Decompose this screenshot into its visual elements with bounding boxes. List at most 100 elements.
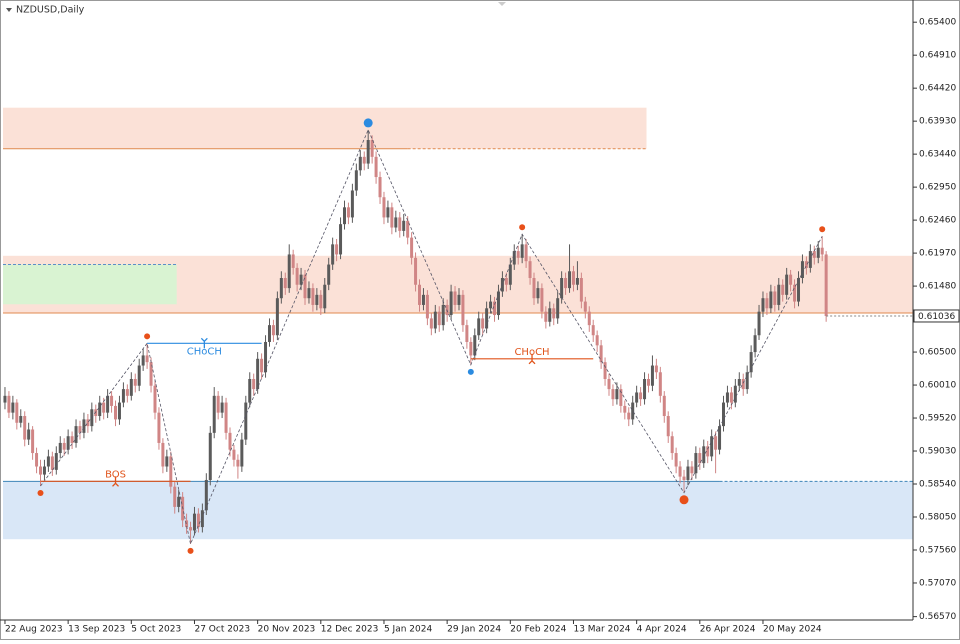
candle-body bbox=[437, 311, 441, 326]
x-tick-label: 20 May 2024 bbox=[763, 625, 822, 635]
candle-body bbox=[228, 432, 232, 450]
candle-body bbox=[307, 288, 311, 299]
candle-body bbox=[70, 436, 74, 443]
candle-body bbox=[493, 301, 497, 316]
candle-body bbox=[331, 244, 335, 265]
candle-body bbox=[315, 294, 319, 305]
candle-body bbox=[339, 224, 343, 255]
candle-body bbox=[674, 453, 678, 467]
candle-body bbox=[224, 402, 228, 433]
candle-body bbox=[31, 429, 35, 454]
zigzag bbox=[40, 128, 823, 546]
candle-body bbox=[169, 456, 173, 487]
y-tick-label: 0.64420 bbox=[919, 84, 956, 94]
zone bbox=[3, 264, 177, 305]
y-tick-label: 0.65400 bbox=[919, 18, 956, 28]
candle-body bbox=[23, 416, 27, 440]
candle-body bbox=[346, 207, 350, 218]
y-tick-label: 0.58050 bbox=[919, 513, 956, 523]
candle-body bbox=[694, 453, 698, 474]
pivot-dot bbox=[187, 547, 194, 554]
candle-body bbox=[350, 190, 354, 218]
candle-body bbox=[54, 453, 58, 470]
candle-body bbox=[512, 251, 516, 265]
candle-body bbox=[354, 170, 358, 191]
candle-body bbox=[457, 294, 461, 305]
candle-body bbox=[575, 278, 579, 285]
candle-body bbox=[402, 220, 406, 231]
candle-body bbox=[62, 442, 66, 450]
candle-body bbox=[654, 365, 658, 373]
candle-body bbox=[157, 412, 161, 443]
candle-body bbox=[808, 251, 812, 268]
candle-body bbox=[196, 513, 200, 528]
candle-body bbox=[646, 378, 650, 386]
structure-arrow bbox=[200, 337, 208, 349]
candle-body bbox=[165, 456, 169, 467]
candle-body bbox=[433, 311, 437, 329]
structure-arrow bbox=[528, 353, 536, 365]
candle-body bbox=[125, 389, 129, 396]
candle-body bbox=[560, 278, 564, 299]
candle-body bbox=[323, 284, 327, 309]
candle-body bbox=[394, 217, 398, 228]
candle-body bbox=[295, 267, 299, 285]
candle-body bbox=[729, 392, 733, 403]
y-tick-label: 0.59520 bbox=[919, 414, 956, 424]
candle-body bbox=[781, 284, 785, 295]
x-tick-label: 5 Jan 2024 bbox=[384, 625, 432, 635]
candle-body bbox=[473, 335, 477, 356]
candle-body bbox=[485, 308, 489, 329]
x-tick-label: 29 Jan 2024 bbox=[447, 625, 501, 635]
y-tick-label: 0.62460 bbox=[919, 216, 956, 226]
price-label: 0.61036 bbox=[918, 312, 955, 322]
candle-body bbox=[678, 466, 682, 477]
x-tick-label: 4 Apr 2024 bbox=[637, 625, 687, 635]
candle-body bbox=[666, 416, 670, 437]
candle-body bbox=[631, 402, 635, 420]
candle-body bbox=[820, 247, 824, 255]
candle-body bbox=[264, 341, 268, 373]
candle-body bbox=[650, 365, 654, 386]
candle-body bbox=[718, 426, 722, 450]
candle-body bbox=[208, 432, 212, 480]
candle-body bbox=[824, 254, 828, 316]
candle-body bbox=[114, 405, 118, 420]
candle-body bbox=[386, 207, 390, 218]
pivot-dot bbox=[819, 226, 826, 233]
candle-body bbox=[220, 402, 224, 413]
candle-body bbox=[303, 274, 307, 299]
menu-arrow[interactable] bbox=[6, 8, 12, 12]
candle-body bbox=[58, 442, 62, 454]
candle-body bbox=[643, 378, 647, 400]
candle-body bbox=[121, 389, 125, 403]
candle-body bbox=[129, 378, 133, 396]
candle-body bbox=[102, 402, 106, 413]
structure-label: BOS bbox=[105, 469, 126, 480]
candle-body bbox=[623, 405, 627, 413]
candle-body bbox=[319, 294, 323, 309]
candle-body bbox=[583, 301, 587, 312]
candle-body bbox=[398, 217, 402, 231]
candle-body bbox=[145, 355, 149, 363]
candle-body bbox=[714, 436, 718, 450]
x-tick-label: 22 Aug 2023 bbox=[5, 625, 63, 635]
candle-body bbox=[15, 402, 19, 423]
structure-arrow bbox=[112, 476, 119, 487]
candle-body bbox=[536, 288, 540, 299]
candle-body bbox=[804, 261, 808, 268]
candle-body bbox=[635, 392, 639, 403]
candle-body bbox=[406, 220, 410, 238]
candle-body bbox=[260, 358, 264, 373]
candle-body bbox=[627, 412, 631, 420]
candle-body bbox=[698, 453, 702, 464]
candle-body bbox=[240, 439, 244, 467]
zone bbox=[3, 107, 647, 149]
candle-body bbox=[816, 247, 820, 258]
candle-body bbox=[98, 402, 102, 417]
candle-body bbox=[232, 449, 236, 460]
candle-body bbox=[682, 476, 686, 480]
candle-body bbox=[410, 237, 414, 258]
candle-body bbox=[244, 402, 248, 440]
candle-body bbox=[449, 291, 453, 316]
